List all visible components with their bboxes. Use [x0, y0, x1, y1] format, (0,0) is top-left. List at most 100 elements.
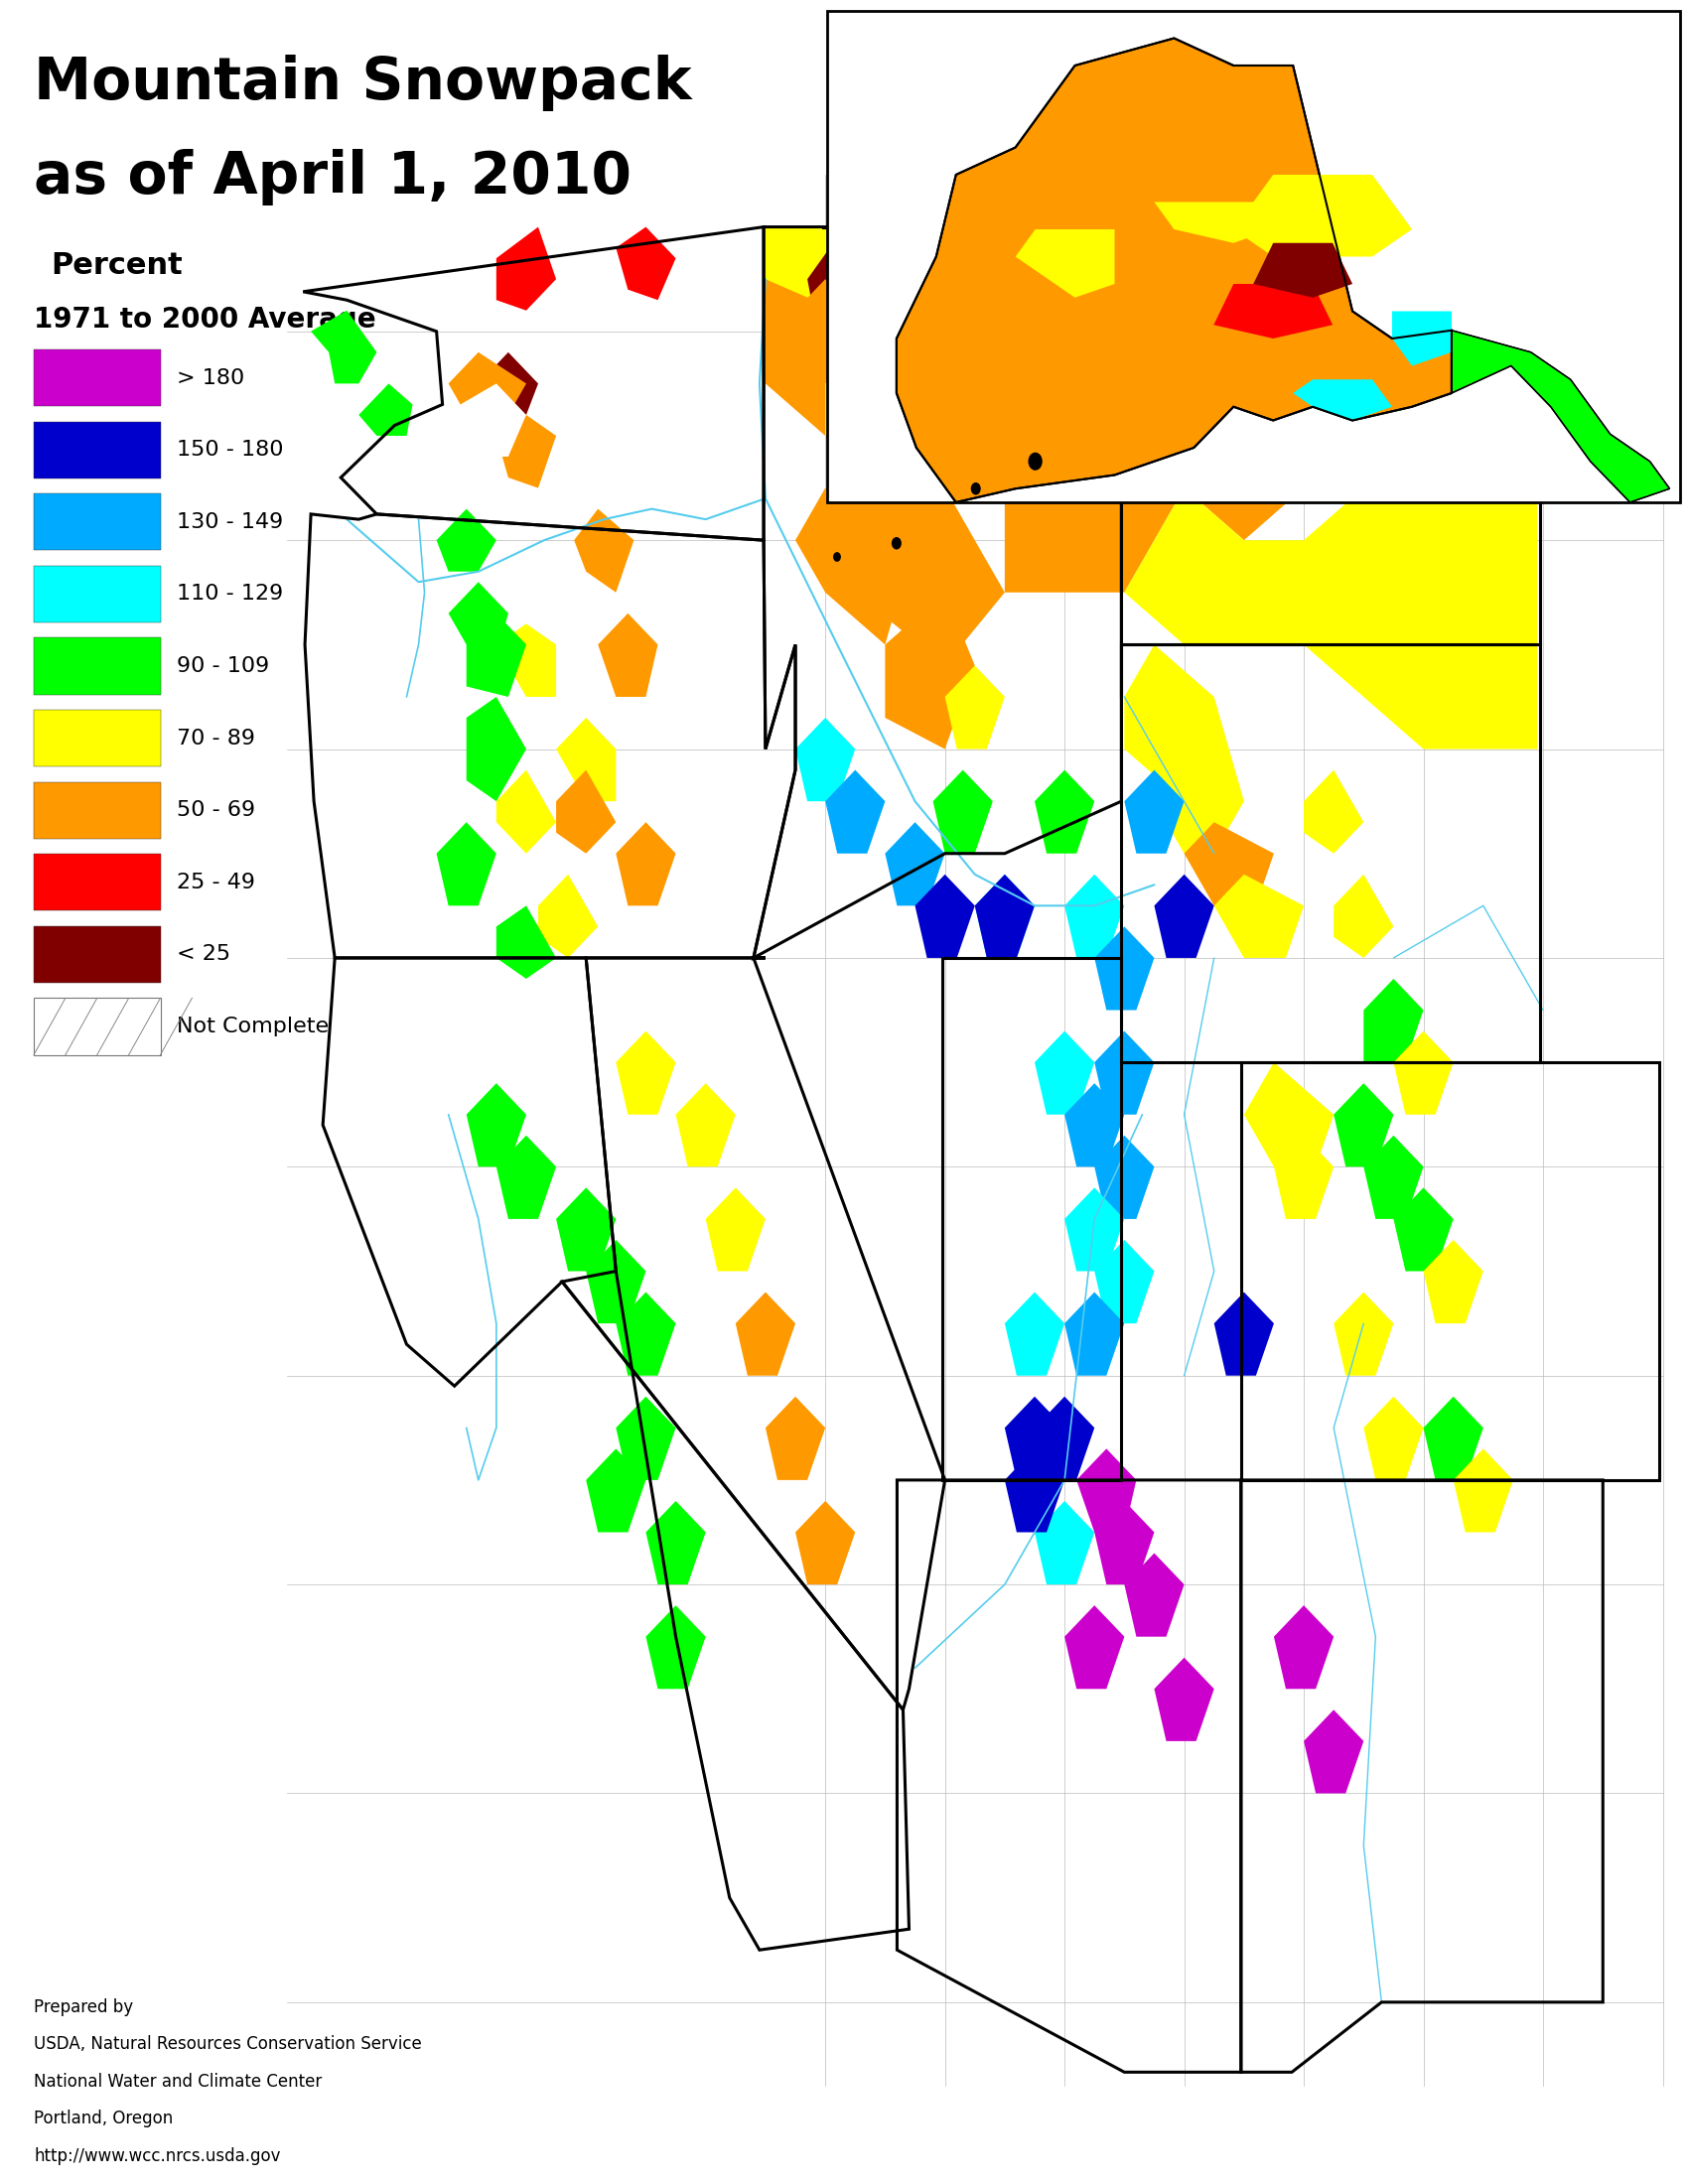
Polygon shape — [1094, 1136, 1155, 1219]
Polygon shape — [1185, 821, 1274, 906]
Polygon shape — [1124, 437, 1303, 539]
Polygon shape — [1077, 1448, 1136, 1533]
Text: as of April 1, 2010: as of April 1, 2010 — [34, 149, 631, 205]
Polygon shape — [1214, 874, 1303, 959]
Polygon shape — [1114, 284, 1214, 325]
Polygon shape — [586, 1241, 647, 1324]
Polygon shape — [1241, 1061, 1659, 1481]
Text: Prepared by: Prepared by — [34, 1998, 133, 2016]
Polygon shape — [1065, 874, 1124, 959]
Polygon shape — [466, 614, 527, 697]
Polygon shape — [1303, 771, 1364, 854]
Polygon shape — [1121, 644, 1539, 1061]
Polygon shape — [1094, 926, 1155, 1011]
Polygon shape — [942, 959, 1121, 1481]
Polygon shape — [1124, 487, 1364, 697]
Polygon shape — [896, 37, 1452, 502]
Polygon shape — [496, 625, 555, 697]
Text: National Water and Climate Center: National Water and Climate Center — [34, 2073, 322, 2090]
Polygon shape — [1035, 1500, 1094, 1583]
Polygon shape — [562, 959, 945, 1710]
Polygon shape — [1065, 1293, 1124, 1376]
Polygon shape — [896, 561, 957, 644]
Polygon shape — [795, 1500, 856, 1583]
Polygon shape — [1004, 1448, 1065, 1533]
Polygon shape — [555, 1188, 616, 1271]
Polygon shape — [885, 247, 1004, 384]
Polygon shape — [822, 227, 1539, 697]
Text: http://www.wcc.nrcs.usda.gov: http://www.wcc.nrcs.usda.gov — [34, 2147, 280, 2164]
Polygon shape — [322, 959, 910, 1950]
Polygon shape — [1065, 1188, 1124, 1271]
Polygon shape — [616, 227, 675, 299]
Bar — [34, 566, 160, 622]
Polygon shape — [496, 771, 555, 854]
Bar — [34, 710, 160, 767]
Text: 130 - 149: 130 - 149 — [177, 511, 284, 533]
Polygon shape — [360, 384, 412, 437]
Polygon shape — [706, 1188, 765, 1271]
Polygon shape — [1004, 437, 1185, 592]
Polygon shape — [974, 874, 1035, 959]
Polygon shape — [1364, 1396, 1423, 1481]
Polygon shape — [306, 513, 795, 959]
Bar — [34, 349, 160, 406]
Polygon shape — [616, 1293, 675, 1376]
Polygon shape — [1065, 1083, 1124, 1166]
Polygon shape — [647, 1500, 706, 1583]
Polygon shape — [496, 906, 555, 978]
Polygon shape — [1214, 284, 1332, 339]
Polygon shape — [933, 771, 993, 854]
Polygon shape — [795, 487, 915, 644]
Text: 25 - 49: 25 - 49 — [177, 871, 255, 893]
Text: Not Complete: Not Complete — [177, 1016, 329, 1037]
Polygon shape — [675, 1083, 736, 1166]
Polygon shape — [598, 614, 658, 697]
Polygon shape — [437, 509, 496, 572]
Polygon shape — [1364, 978, 1423, 1061]
Polygon shape — [753, 227, 1121, 959]
Text: 70 - 89: 70 - 89 — [177, 727, 255, 749]
Polygon shape — [765, 227, 1124, 487]
Polygon shape — [1394, 1031, 1453, 1114]
Polygon shape — [974, 874, 1035, 959]
Polygon shape — [478, 352, 538, 415]
Polygon shape — [538, 874, 598, 959]
Polygon shape — [449, 581, 508, 655]
Polygon shape — [449, 352, 527, 437]
Polygon shape — [616, 1396, 675, 1481]
Polygon shape — [1035, 771, 1094, 854]
Text: Portland, Oregon: Portland, Oregon — [34, 2110, 172, 2127]
Polygon shape — [915, 874, 974, 959]
Polygon shape — [1293, 380, 1393, 419]
Polygon shape — [1274, 1136, 1334, 1219]
Bar — [34, 782, 160, 839]
Polygon shape — [1094, 1241, 1155, 1324]
Polygon shape — [647, 1605, 706, 1688]
Polygon shape — [825, 352, 885, 437]
Polygon shape — [555, 719, 616, 802]
Polygon shape — [1252, 242, 1352, 297]
Text: 90 - 109: 90 - 109 — [177, 655, 270, 677]
Text: 50 - 69: 50 - 69 — [177, 799, 257, 821]
Text: Mountain Snowpack: Mountain Snowpack — [34, 55, 692, 111]
Polygon shape — [1334, 1293, 1394, 1376]
Polygon shape — [1303, 437, 1538, 749]
Circle shape — [1030, 452, 1041, 470]
Polygon shape — [1035, 1031, 1094, 1114]
Text: 1971 to 2000 Average: 1971 to 2000 Average — [34, 306, 376, 334]
Polygon shape — [1004, 227, 1124, 487]
Polygon shape — [795, 280, 856, 352]
Bar — [34, 926, 160, 983]
Polygon shape — [885, 592, 974, 749]
Polygon shape — [574, 509, 635, 592]
Polygon shape — [1065, 1605, 1124, 1688]
Bar — [34, 998, 160, 1055]
Polygon shape — [1124, 644, 1244, 802]
Polygon shape — [1393, 310, 1452, 365]
Polygon shape — [304, 227, 763, 539]
Bar — [34, 422, 160, 478]
Polygon shape — [807, 238, 868, 321]
Polygon shape — [1004, 1396, 1065, 1481]
Polygon shape — [795, 487, 1004, 666]
